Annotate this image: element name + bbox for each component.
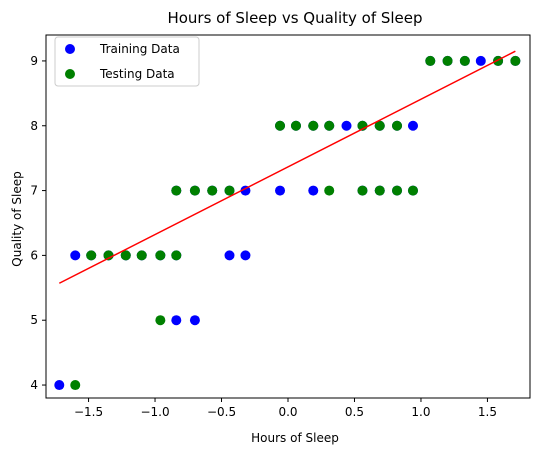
series-1-point-22 <box>374 120 385 131</box>
series-0-point-11 <box>189 315 200 326</box>
y-tick-label-5: 9 <box>30 54 38 68</box>
x-tick-label-1: −1.0 <box>140 405 169 419</box>
series-1-point-14 <box>374 185 385 196</box>
series-1-point-2 <box>103 250 114 261</box>
series-0-point-0 <box>54 380 65 391</box>
y-axis-label: Quality of Sleep <box>10 171 24 266</box>
series-1-point-17 <box>275 120 286 131</box>
x-tick-label-2: −0.5 <box>207 405 236 419</box>
series-1-point-11 <box>224 185 235 196</box>
series-1-point-13 <box>357 185 368 196</box>
regression-line <box>58 50 516 284</box>
x-tick-label-6: 1.5 <box>478 405 497 419</box>
x-tick-label-0: −1.5 <box>74 405 103 419</box>
series-0-point-17 <box>275 185 286 196</box>
series-1-point-5 <box>155 250 166 261</box>
series-1-point-7 <box>155 315 166 326</box>
series-0-point-35 <box>475 55 486 66</box>
x-tick-label-4: 0.5 <box>345 405 364 419</box>
series-1-point-1 <box>86 250 97 261</box>
axes-layer: −1.5 −1.0 −0.5 0.0 0.5 1.0 1.5 4 5 6 7 8 9 <box>30 34 531 419</box>
legend-label-training: Training Data <box>99 42 180 56</box>
y-tick-label-3: 7 <box>30 184 38 198</box>
series-0-point-31 <box>407 120 418 131</box>
series-1-point-12 <box>324 185 335 196</box>
series-1-point-24 <box>425 55 436 66</box>
chart-title: Hours of Sleep vs Quality of Sleep <box>167 9 422 27</box>
series-1-point-20 <box>324 120 335 131</box>
legend-label-testing: Testing Data <box>99 67 175 81</box>
series-1-point-19 <box>308 120 319 131</box>
series-0-point-27 <box>341 120 352 131</box>
series-1-point-4 <box>136 250 147 261</box>
series-1-point-3 <box>120 250 131 261</box>
series-1-point-0 <box>70 380 81 391</box>
series-0-point-8 <box>224 250 235 261</box>
series-1-point-6 <box>171 250 182 261</box>
x-axis-label: Hours of Sleep <box>251 431 339 445</box>
legend: Training Data Testing Data <box>54 36 200 87</box>
y-tick-label-4: 8 <box>30 119 38 133</box>
series-0-point-18 <box>308 185 319 196</box>
legend-box <box>54 36 200 87</box>
y-tick-label-2: 6 <box>30 248 38 262</box>
series-1-point-10 <box>207 185 218 196</box>
series-0-point-10 <box>171 315 182 326</box>
series-1-point-15 <box>392 185 403 196</box>
series-1-point-9 <box>189 185 200 196</box>
x-tick-label-5: 1.0 <box>411 405 430 419</box>
series-0-point-9 <box>240 250 251 261</box>
series-1-point-23 <box>392 120 403 131</box>
y-tick-label-0: 4 <box>30 378 38 392</box>
plot-content <box>54 50 521 391</box>
series-1-point-28 <box>510 55 521 66</box>
series-1-point-25 <box>442 55 453 66</box>
series-1-point-18 <box>290 120 301 131</box>
legend-marker-training <box>65 44 75 54</box>
series-1-point-26 <box>459 55 470 66</box>
series-1-point-8 <box>171 185 182 196</box>
series-0-point-1 <box>70 250 81 261</box>
series-1-point-16 <box>407 185 418 196</box>
y-tick-label-1: 5 <box>30 313 38 327</box>
x-tick-label-3: 0.0 <box>278 405 297 419</box>
legend-marker-testing <box>65 69 75 79</box>
